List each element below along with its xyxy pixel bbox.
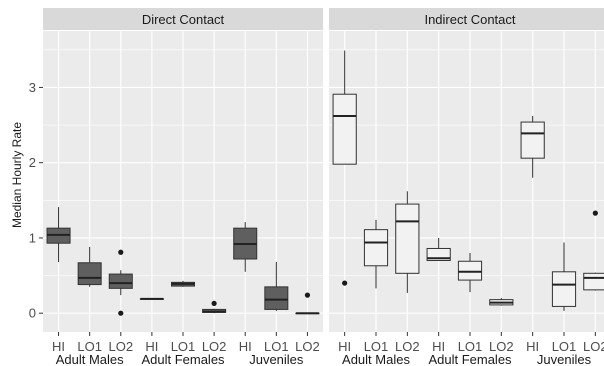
box-4 (426, 237, 451, 262)
box-8 (551, 242, 577, 311)
box-1 (46, 207, 71, 263)
box-iqr (551, 271, 577, 307)
x-tick-label: LO2 (202, 339, 227, 354)
group-label: Juveniles (249, 352, 304, 366)
y-tick-label: 1 (29, 230, 36, 245)
outlier-point (592, 210, 598, 216)
y-axis-title-group: Median Hourly Rate (10, 122, 24, 228)
x-tick-label: LO2 (583, 339, 604, 354)
box-6 (202, 300, 227, 314)
box-9 (295, 292, 320, 315)
x-tick-label: LO1 (264, 339, 289, 354)
x-tick-label: LO1 (552, 339, 577, 354)
box-3 (108, 249, 133, 316)
group-label: Juveniles (537, 352, 592, 366)
box-iqr (583, 272, 604, 291)
x-tick-label: LO1 (77, 339, 102, 354)
box-8 (264, 262, 289, 311)
outlier-point (304, 292, 311, 298)
panel-strip (329, 8, 604, 30)
outlier-point (118, 310, 124, 316)
box-iqr (77, 262, 102, 286)
x-tick-label: HI (145, 339, 158, 354)
box-1 (332, 50, 357, 286)
panel-strip (43, 8, 323, 30)
x-tick-label: LO2 (395, 339, 420, 354)
x-tick-label: HI (432, 339, 445, 354)
outlier-point (342, 280, 348, 286)
box-9 (583, 210, 604, 291)
group-label: Adult Males (342, 352, 410, 366)
y-tick-label: 2 (29, 155, 36, 170)
panel-2: Indirect Contact HI LO1 LO2 HI LO1 LO2 HI LO1 LO2… (329, 8, 604, 366)
x-tick-label: LO2 (295, 339, 320, 354)
x-tick-label: HI (239, 339, 252, 354)
box-3 (395, 191, 420, 293)
panel-strip-label: Indirect Contact (424, 12, 515, 27)
panel-strip-label: Direct Contact (142, 12, 225, 27)
x-tick-label: HI (338, 339, 351, 354)
box-iqr (457, 260, 483, 281)
box-5 (457, 252, 483, 293)
box-5 (170, 280, 196, 287)
box-2 (363, 219, 389, 289)
outlier-point (118, 249, 124, 255)
box-iqr (332, 93, 357, 165)
y-axis-title: Median Hourly Rate (10, 122, 24, 228)
x-tick-label: HI (52, 339, 65, 354)
box-iqr (264, 286, 289, 310)
y-axis: 0 1 2 3 (29, 80, 43, 321)
box-iqr (108, 273, 133, 289)
x-tick-label: LO1 (458, 339, 483, 354)
x-tick-label: LO2 (489, 339, 514, 354)
x-tick-label: LO1 (364, 339, 389, 354)
y-tick-label: 3 (29, 80, 36, 95)
box-iqr (520, 121, 545, 159)
box-iqr (363, 229, 389, 267)
group-label: Adult Females (141, 352, 225, 366)
x-tick-label: HI (526, 339, 539, 354)
box-iqr (395, 203, 420, 274)
outlier-point (211, 300, 217, 307)
x-tick-label: LO2 (108, 339, 133, 354)
box-4 (139, 297, 164, 300)
box-7 (520, 116, 545, 178)
group-label: Adult Females (428, 352, 512, 366)
x-tick-label: LO1 (171, 339, 196, 354)
group-label: Adult Males (56, 352, 124, 366)
box-2 (77, 246, 102, 287)
box-7 (233, 222, 258, 272)
y-tick-label: 0 (29, 306, 36, 321)
box-6 (489, 298, 514, 306)
